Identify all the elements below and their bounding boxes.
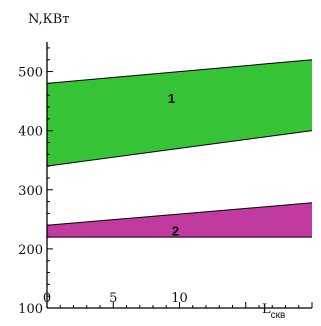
band-labels-layer: 12	[168, 91, 179, 238]
band-2-upper-line	[46, 202, 313, 226]
y-tick-label: 400	[18, 125, 43, 140]
x-axis-title: Lскв	[262, 302, 285, 321]
x-axis-title-main: L	[262, 302, 271, 317]
band-1-label: 1	[168, 91, 175, 106]
band-2-fill	[47, 202, 312, 238]
x-tick-label: 0	[43, 291, 51, 306]
band-1-lower-line	[46, 130, 313, 167]
y-axis-title: N,КВт	[28, 12, 69, 27]
y-tick-label: 200	[18, 243, 43, 258]
ticks-layer: 100 200 300 400 500 0 5 10	[18, 47, 313, 317]
band-1-upper-line	[46, 59, 313, 84]
band-1-fill	[47, 59, 312, 167]
band-2-label: 2	[172, 224, 179, 239]
y-tick-label: 300	[18, 184, 43, 199]
bands-layer	[46, 59, 313, 238]
x-tick-label: 10	[171, 291, 188, 306]
y-tick-label: 500	[18, 66, 43, 81]
y-tick-label: 100	[18, 302, 43, 317]
x-tick-label: 5	[109, 291, 117, 306]
x-axis-title-sub: скв	[271, 310, 286, 321]
